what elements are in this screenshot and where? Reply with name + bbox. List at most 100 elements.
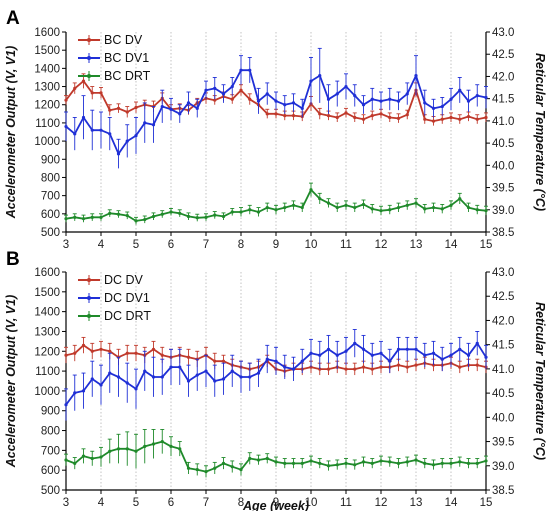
y-axis-label: Accelerometer Output (V, V1): [4, 46, 18, 220]
data-point: [353, 367, 357, 371]
y-tick-label: 1100: [35, 118, 60, 130]
x-tick-label: 15: [480, 497, 493, 509]
data-point: [300, 359, 304, 363]
data-point: [440, 461, 444, 465]
data-point: [90, 456, 94, 461]
data-point: [484, 459, 488, 463]
data-point: [256, 371, 261, 375]
legend-label: BC DV1: [104, 51, 149, 65]
data-point: [213, 98, 217, 102]
data-point: [81, 79, 86, 83]
x-tick-label: 6: [168, 497, 174, 509]
y2-tick-label: 39.0: [492, 205, 514, 217]
data-point: [256, 210, 261, 214]
data-point: [396, 347, 401, 351]
y2-tick-label: 40.0: [492, 412, 514, 424]
data-point: [274, 99, 278, 103]
legend-marker: [87, 74, 91, 78]
data-point: [300, 106, 304, 110]
data-point: [116, 375, 121, 379]
data-point: [116, 447, 121, 451]
data-point: [318, 461, 322, 465]
legend-label: DC DV1: [104, 291, 150, 305]
data-point: [361, 117, 366, 121]
data-point: [230, 97, 234, 101]
y-tick-label: 1500: [34, 287, 60, 299]
panel-b: 500 600 700 800 900 1000 1100 1200 1300 1400 1500 1…: [4, 249, 547, 511]
data-point: [90, 128, 94, 132]
data-point: [431, 351, 436, 355]
data-point: [160, 104, 164, 109]
data-point: [134, 351, 138, 355]
data-point: [125, 213, 129, 218]
y2-tick-label: 40.5: [492, 138, 514, 150]
data-point: [221, 461, 226, 465]
x-axis-label: Age (week): [242, 499, 309, 511]
data-point: [440, 104, 444, 109]
legend-label: BC DV: [104, 33, 143, 47]
x-tick-label: 11: [340, 239, 352, 251]
y2-tick-label: 43.0: [492, 267, 514, 279]
data-point: [326, 464, 331, 468]
data-point: [186, 355, 191, 359]
data-point: [204, 88, 208, 92]
data-point: [116, 106, 121, 110]
series-bc-drt: [64, 182, 488, 225]
data-point: [344, 367, 348, 371]
y-tick-label: 1400: [34, 307, 60, 319]
data-point: [405, 203, 409, 207]
data-point: [239, 68, 243, 72]
series-dc-dv1: [64, 329, 488, 421]
data-point: [379, 351, 383, 355]
y-tick-label: 500: [41, 485, 60, 497]
data-point: [388, 115, 392, 120]
y2-tick-label: 42.5: [492, 49, 514, 61]
data-point: [318, 353, 322, 357]
data-point: [466, 205, 471, 210]
data-point: [213, 86, 217, 90]
x-tick-label: 13: [410, 497, 423, 509]
x-tick-label: 6: [168, 239, 174, 251]
data-point: [440, 207, 444, 211]
data-point: [440, 117, 444, 121]
data-point: [475, 117, 479, 121]
x-tick-label: 9: [273, 497, 279, 509]
data-point: [353, 115, 357, 120]
data-point: [195, 468, 199, 472]
data-point: [484, 95, 488, 100]
data-point: [73, 215, 77, 219]
data-point: [458, 460, 462, 464]
data-point: [151, 347, 156, 351]
y-tick-label: 1400: [34, 63, 60, 75]
data-point: [431, 205, 436, 210]
y-tick-label: 1000: [34, 386, 60, 398]
panel-letter: B: [6, 249, 20, 270]
data-point: [335, 92, 339, 96]
data-point: [475, 341, 479, 345]
data-point: [108, 132, 112, 136]
y2-tick-label: 41.0: [492, 116, 514, 128]
data-point: [160, 439, 164, 444]
data-point: [291, 203, 296, 207]
data-point: [248, 375, 252, 379]
data-point: [64, 353, 68, 357]
data-point: [195, 216, 199, 220]
y-tick-label: 900: [41, 406, 60, 418]
y2-tick-label: 42.5: [492, 291, 514, 303]
legend-label: DC DV: [104, 273, 144, 287]
data-point: [73, 132, 77, 136]
data-point: [484, 115, 488, 120]
data-point: [458, 197, 462, 201]
y2-tick-label: 38.5: [492, 485, 514, 497]
data-point: [73, 351, 77, 355]
data-point: [256, 458, 261, 462]
data-point: [99, 215, 103, 219]
data-point: [344, 111, 348, 115]
data-point: [125, 447, 129, 451]
data-point: [151, 123, 156, 127]
data-point: [265, 357, 269, 361]
y2-tick-label: 41.5: [492, 94, 514, 106]
data-point: [449, 461, 453, 465]
y-tick-label: 700: [41, 445, 60, 457]
